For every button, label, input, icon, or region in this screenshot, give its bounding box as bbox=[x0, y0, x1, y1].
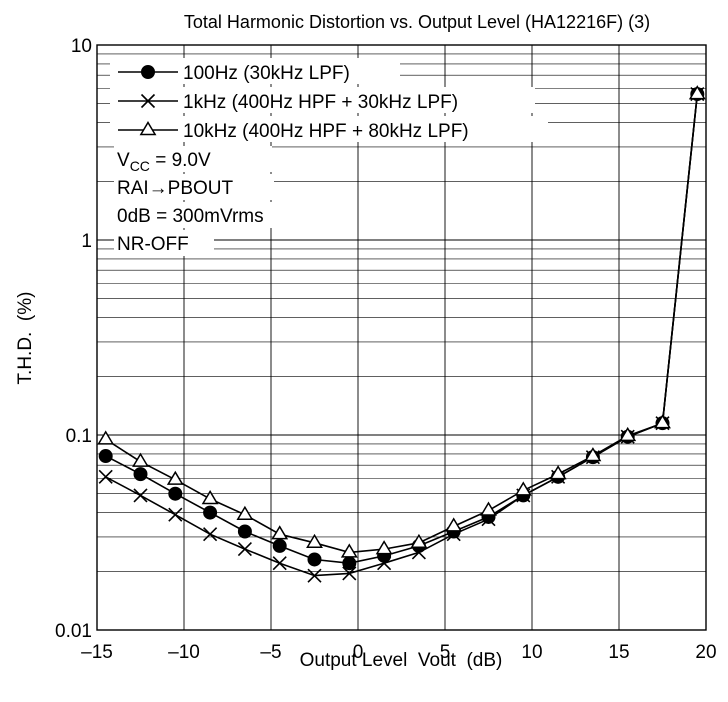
tick-labels: –15 –10 –5 0 5 10 15 20 0.01 0.1 1 10 bbox=[55, 36, 717, 663]
x-tick-label: 20 bbox=[695, 642, 716, 663]
plot-frame bbox=[96, 44, 707, 631]
y-tick-label: 0.01 bbox=[55, 621, 92, 642]
x-tick-label: –5 bbox=[260, 642, 281, 663]
legend-label: 1kHz (400Hz HPF + 30kHz LPF) bbox=[183, 92, 458, 113]
legend-marker bbox=[140, 93, 156, 109]
series-2 bbox=[97, 85, 706, 558]
x-tick-label: 10 bbox=[521, 642, 542, 663]
data-point bbox=[480, 501, 497, 516]
legend: 100Hz (30kHz LPF) 1kHz (400Hz HPF + 30kHz… bbox=[110, 58, 548, 142]
data-point bbox=[97, 430, 115, 445]
annotation-vcc-main: V bbox=[117, 150, 130, 171]
data-point bbox=[98, 449, 113, 464]
data-point bbox=[98, 469, 113, 484]
y-axis-label: T.H.D. (%) bbox=[15, 292, 36, 385]
data-point bbox=[133, 467, 148, 482]
data-point bbox=[168, 507, 183, 522]
data-point bbox=[688, 85, 706, 100]
annotation-vcc-sub: CC bbox=[130, 158, 150, 174]
legend-entry: 1kHz (400Hz HPF + 30kHz LPF) bbox=[118, 92, 458, 113]
data-point bbox=[203, 505, 218, 520]
annotation-vcc-value: = 9.0V bbox=[150, 150, 211, 171]
x-axis-label: Output Level Vout (dB) bbox=[300, 650, 503, 671]
series-layer bbox=[97, 85, 706, 583]
legend-entry: 10kHz (400Hz HPF + 80kHz LPF) bbox=[118, 121, 469, 142]
legend-marker bbox=[139, 121, 157, 136]
data-point bbox=[272, 556, 287, 571]
data-point bbox=[306, 533, 323, 549]
chart-title: Total Harmonic Distortion vs. Output Lev… bbox=[184, 12, 650, 32]
annotation-vcc: VCC = 9.0V bbox=[117, 150, 211, 174]
data-point bbox=[340, 543, 358, 558]
legend-entry: 100Hz (30kHz LPF) bbox=[118, 63, 350, 84]
x-tick-label: 15 bbox=[608, 642, 629, 663]
data-point bbox=[307, 568, 322, 583]
data-point bbox=[203, 527, 218, 542]
data-point bbox=[514, 481, 532, 496]
data-point bbox=[272, 538, 287, 553]
x-tick-label: 5 bbox=[440, 642, 451, 663]
data-point bbox=[201, 489, 219, 505]
data-point bbox=[445, 517, 463, 532]
data-point bbox=[236, 505, 254, 520]
data-point bbox=[342, 556, 357, 571]
annotation-route: RAI→PBOUT bbox=[117, 178, 234, 199]
data-point bbox=[410, 533, 428, 549]
legend-label: 10kHz (400Hz HPF + 80kHz LPF) bbox=[183, 121, 469, 142]
x-tick-label: –15 bbox=[81, 642, 113, 663]
data-point bbox=[549, 465, 567, 480]
y-tick-label: 0.1 bbox=[66, 426, 92, 447]
data-point bbox=[237, 524, 252, 539]
data-point bbox=[619, 426, 637, 442]
data-point bbox=[132, 452, 149, 467]
annotation-nr: NR-OFF bbox=[117, 234, 189, 255]
data-point bbox=[654, 414, 671, 429]
series-line bbox=[105, 94, 699, 554]
data-point bbox=[584, 447, 602, 462]
annotation-reference: 0dB = 300mVrms bbox=[117, 206, 264, 227]
legend-label: 100Hz (30kHz LPF) bbox=[183, 63, 350, 84]
y-tick-label: 10 bbox=[71, 36, 92, 57]
data-point bbox=[307, 552, 322, 567]
data-point bbox=[168, 486, 183, 501]
grid-layer bbox=[97, 45, 706, 630]
y-tick-label: 1 bbox=[81, 231, 92, 252]
data-point bbox=[133, 488, 148, 503]
data-point bbox=[237, 542, 252, 557]
x-tick-label: 0 bbox=[353, 642, 364, 663]
data-point bbox=[166, 470, 184, 485]
legend-marker bbox=[141, 65, 155, 79]
data-point bbox=[375, 540, 393, 555]
x-tick-label: –10 bbox=[168, 642, 200, 663]
data-point bbox=[271, 525, 289, 540]
annotation-block: VCC = 9.0V RAI→PBOUT 0dB = 300mVrms NR-O… bbox=[114, 146, 310, 256]
data-point bbox=[342, 566, 357, 581]
